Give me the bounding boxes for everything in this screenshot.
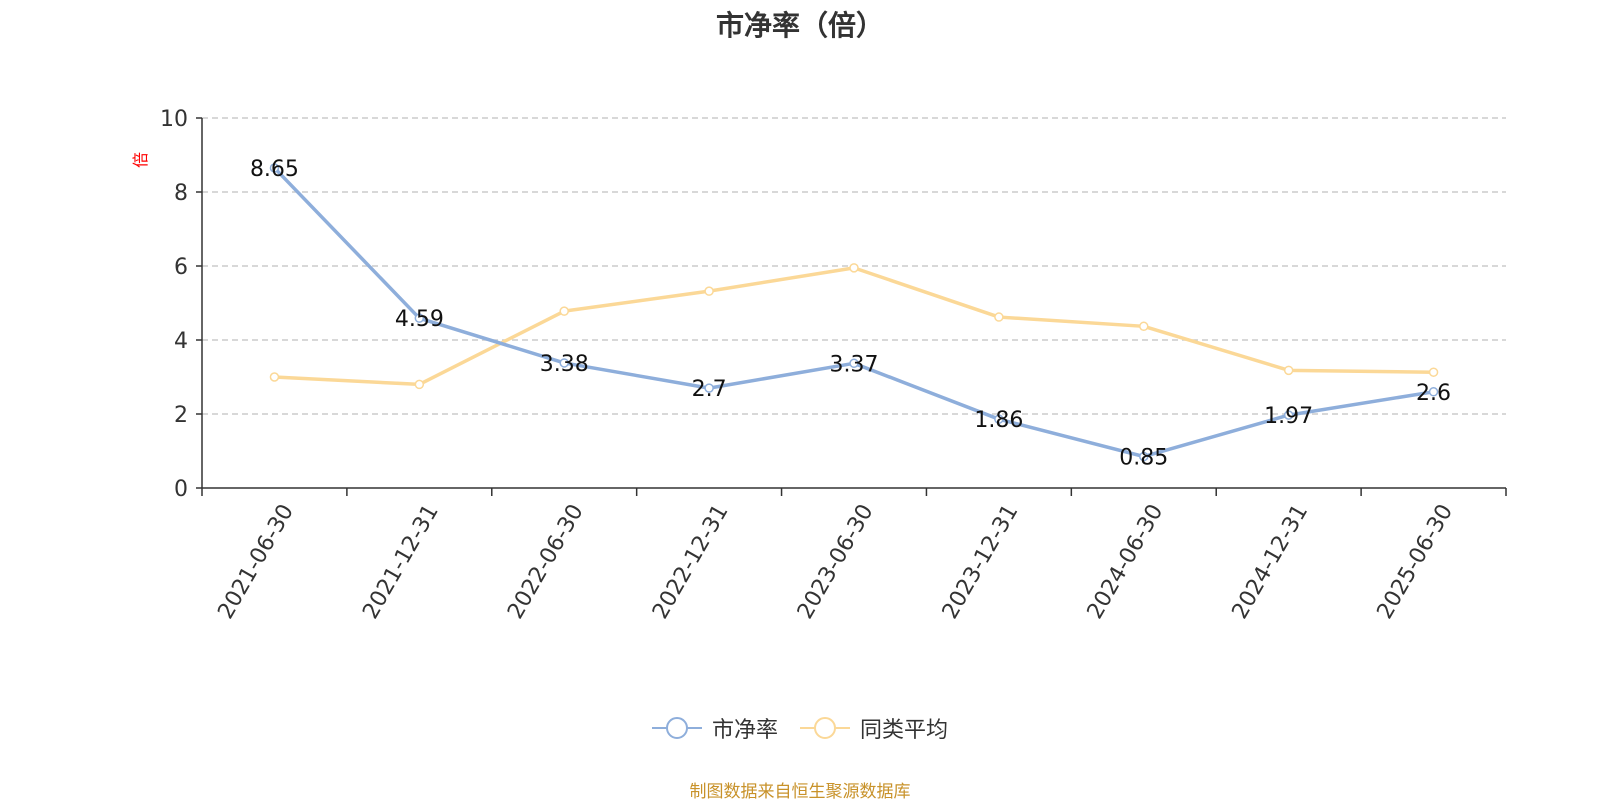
x-tick-label: 2021-12-31	[358, 500, 444, 623]
series-1-data-label: 2.6	[1416, 381, 1451, 406]
series-1-point	[704, 383, 714, 393]
y-tick-label: 4	[174, 329, 188, 354]
series-1-data-label: 8.65	[250, 157, 299, 182]
legend-item-series-1[interactable]: 市净率	[651, 712, 778, 744]
series-1-data-label: 2.7	[692, 377, 727, 402]
series-1-data-label: 1.86	[974, 408, 1023, 433]
x-tick-label: 2024-06-30	[1083, 500, 1169, 623]
legend-series-2-label: 同类平均	[860, 718, 949, 743]
y-tick-label: 0	[174, 477, 188, 502]
legend-series-1-label: 市净率	[711, 718, 778, 743]
y-tick-label: 10	[160, 107, 188, 132]
chart-title: 市净率（倍）	[715, 9, 884, 42]
y-axis-unit-label: 倍	[131, 152, 150, 168]
series-2-point	[414, 379, 425, 390]
legend-series-2-marker-icon	[800, 717, 850, 739]
series-2-point	[704, 286, 714, 296]
series-2-point	[1139, 321, 1149, 332]
series-1-data-label: 3.37	[830, 352, 879, 377]
series-2-point	[1283, 365, 1294, 376]
series-2-point	[849, 263, 859, 273]
x-tick-label: 2022-06-30	[503, 500, 589, 623]
axes: 0 2 4 6 8 10 倍 2021-06-30 2021-12-31 2022-06-30 20…	[131, 107, 1507, 623]
legend-item-series-2[interactable]: 同类平均	[800, 712, 948, 744]
x-tick-label: 2022-12-31	[648, 500, 734, 623]
y-tick-label: 8	[174, 181, 188, 206]
legend: 市净率 同类平均	[0, 712, 1600, 744]
y-tick-label: 6	[174, 255, 188, 280]
series-1-data-label: 0.85	[1119, 446, 1168, 471]
series-1-point	[849, 358, 859, 369]
series-1-point	[269, 163, 280, 173]
series-1-point	[414, 313, 425, 323]
source-note: 制图数据来自恒生聚源数据库	[689, 782, 911, 802]
series-2-point	[559, 306, 569, 316]
x-tick-label: 2024-12-31	[1228, 500, 1314, 623]
legend-series-1-marker-icon	[651, 717, 702, 739]
x-tick-label: 2023-06-30	[793, 500, 879, 623]
series-2-point	[1428, 367, 1439, 377]
series-1-data-label: 3.38	[540, 352, 589, 377]
x-tick-label: 2021-06-30	[213, 500, 299, 623]
series-1-data-label: 1.97	[1264, 404, 1313, 429]
series-1-data-label: 4.59	[395, 307, 444, 332]
series-1-point	[994, 414, 1004, 424]
series-1-point	[1283, 410, 1294, 420]
x-tick-label: 2023-12-31	[938, 500, 1024, 623]
series-1-point	[1428, 387, 1439, 397]
series-lines	[269, 163, 1439, 462]
series-2-point	[994, 312, 1004, 322]
series-1-point	[559, 358, 569, 368]
x-tick-label: 2025-06-30	[1373, 500, 1459, 623]
series-1-point	[1139, 451, 1149, 462]
data-labels: 8.65 4.59 3.38 2.7 3.37 1.86 0.85 1.97 2.6	[250, 157, 1451, 471]
series-2-point	[269, 372, 280, 382]
y-tick-label: 2	[174, 403, 188, 428]
